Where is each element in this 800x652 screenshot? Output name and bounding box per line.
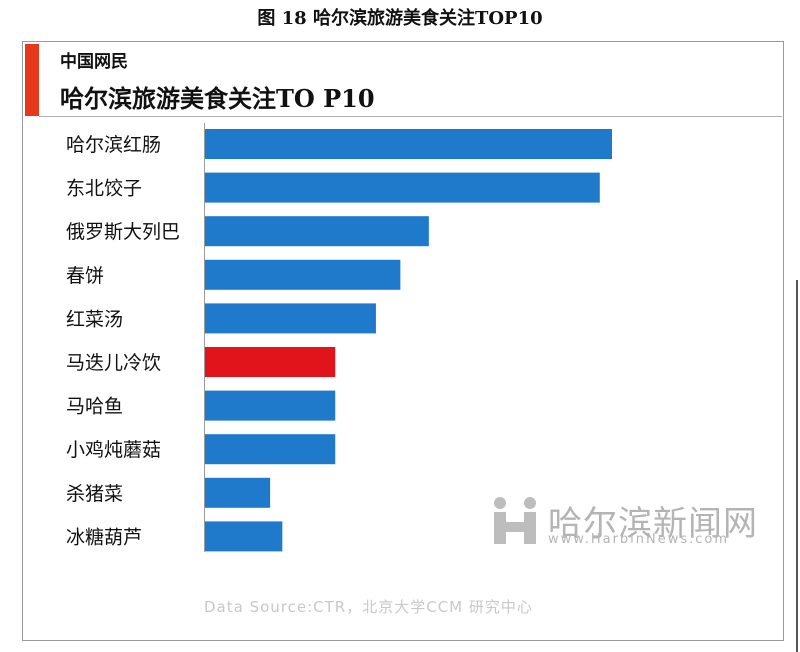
category-label: 杀猪菜 — [66, 483, 123, 505]
watermark-name: 哈尔滨新闻网 — [548, 504, 758, 544]
bar — [205, 477, 271, 508]
data-source-note: Data Source:CTR，北京大学CCM 研究中心 — [204, 598, 533, 616]
bar — [205, 129, 612, 159]
harbin-news-logo-icon — [494, 497, 536, 544]
chart-title: 哈尔滨旅游美食关注TO P10 — [60, 84, 375, 113]
bar — [205, 303, 376, 334]
category-label: 马迭儿冷饮 — [66, 352, 161, 374]
bar — [205, 521, 283, 552]
bar — [205, 347, 336, 377]
category-label: 小鸡炖蘑菇 — [66, 439, 161, 461]
category-label: 红菜汤 — [66, 308, 123, 330]
category-label: 马哈鱼 — [66, 396, 123, 418]
figure-caption: 图 18 哈尔滨旅游美食关注TOP10 — [257, 8, 543, 29]
category-label: 春饼 — [66, 265, 104, 287]
brand-label: 中国网民 — [60, 52, 128, 72]
bar — [205, 259, 401, 290]
bar — [205, 390, 336, 421]
chart-frame — [22, 41, 784, 641]
category-label: 东北饺子 — [66, 178, 142, 200]
header-divider — [39, 116, 782, 117]
header-accent-bar — [25, 44, 39, 116]
watermark-url: www.HarbinNews.com — [548, 532, 730, 547]
bar — [205, 172, 600, 203]
bar — [205, 216, 429, 247]
category-label: 哈尔滨红肠 — [66, 134, 161, 156]
category-label: 俄罗斯大列巴 — [66, 221, 180, 243]
page-edge-line — [796, 280, 798, 652]
category-label: 冰糖葫芦 — [66, 526, 142, 548]
bar — [205, 434, 336, 465]
